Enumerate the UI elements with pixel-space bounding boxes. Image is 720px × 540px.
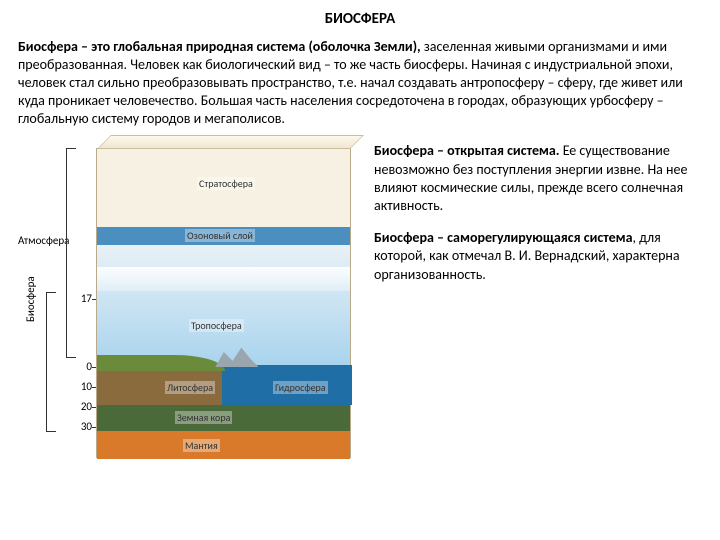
- diagram-layers: Стратосфера Озоновый слой Тропосфера Литосф…: [97, 149, 350, 457]
- main-row: Биосфера Атмосфера Стратосфера Озоновый с…: [18, 142, 702, 482]
- biosphere-diagram: Биосфера Атмосфера Стратосфера Озоновый с…: [18, 142, 358, 482]
- scale-tick-line: [92, 407, 96, 408]
- intro-paragraph: Биосфера – это глобальная природная сист…: [18, 38, 702, 129]
- scale-tick-line: [92, 367, 96, 368]
- land-shape: [97, 355, 225, 371]
- paragraph-open-system: Биосфера – открытая система. Ее существо…: [374, 142, 702, 215]
- biosphere-bracket: [46, 292, 56, 432]
- scale-tick: 0: [74, 360, 92, 374]
- scale-tick: 10: [74, 380, 92, 394]
- atmosphere-bracket: [66, 148, 76, 358]
- open-system-bold: Биосфера – открытая система.: [374, 142, 560, 159]
- diagram-wrap: Биосфера Атмосфера Стратосфера Озоновый с…: [18, 142, 358, 482]
- scale-tick-line: [92, 299, 96, 300]
- intro-term: Биосфера – это глобальная природная сист…: [18, 38, 421, 55]
- layer-label: Мантия: [183, 439, 220, 452]
- scale-tick: 30: [74, 420, 92, 434]
- layer-label: Гидросфера: [273, 381, 328, 394]
- scale-tick-line: [92, 387, 96, 388]
- page-title: БИОСФЕРА: [18, 10, 702, 30]
- layer-label: Стратосфера: [197, 177, 255, 190]
- scale-tick: 17: [74, 292, 92, 306]
- layer-label: Литосфера: [165, 381, 215, 394]
- paragraph-self-regulating: Биосфера – саморегулирующаяся система, д…: [374, 229, 702, 284]
- scale-tick: 20: [74, 400, 92, 414]
- layer-label: Земная кора: [175, 411, 232, 424]
- layer-label: Тропосфера: [189, 319, 244, 332]
- right-column: Биосфера – открытая система. Ее существо…: [374, 142, 702, 482]
- layer-Тропосфера: [97, 245, 350, 365]
- scale-tick-line: [92, 427, 96, 428]
- layer-Мантия: [97, 431, 350, 459]
- cube-top-face: [97, 135, 364, 149]
- self-reg-bold: Биосфера – саморегулирующаяся система: [374, 229, 632, 246]
- clouds-band: [97, 267, 350, 291]
- layer-label: Озоновый слой: [185, 229, 255, 242]
- atmosphere-label: Атмосфера: [18, 234, 69, 248]
- diagram-cube: Стратосфера Озоновый слой Тропосфера Литосф…: [96, 148, 351, 458]
- biosphere-vertical-label: Биосфера: [24, 277, 38, 323]
